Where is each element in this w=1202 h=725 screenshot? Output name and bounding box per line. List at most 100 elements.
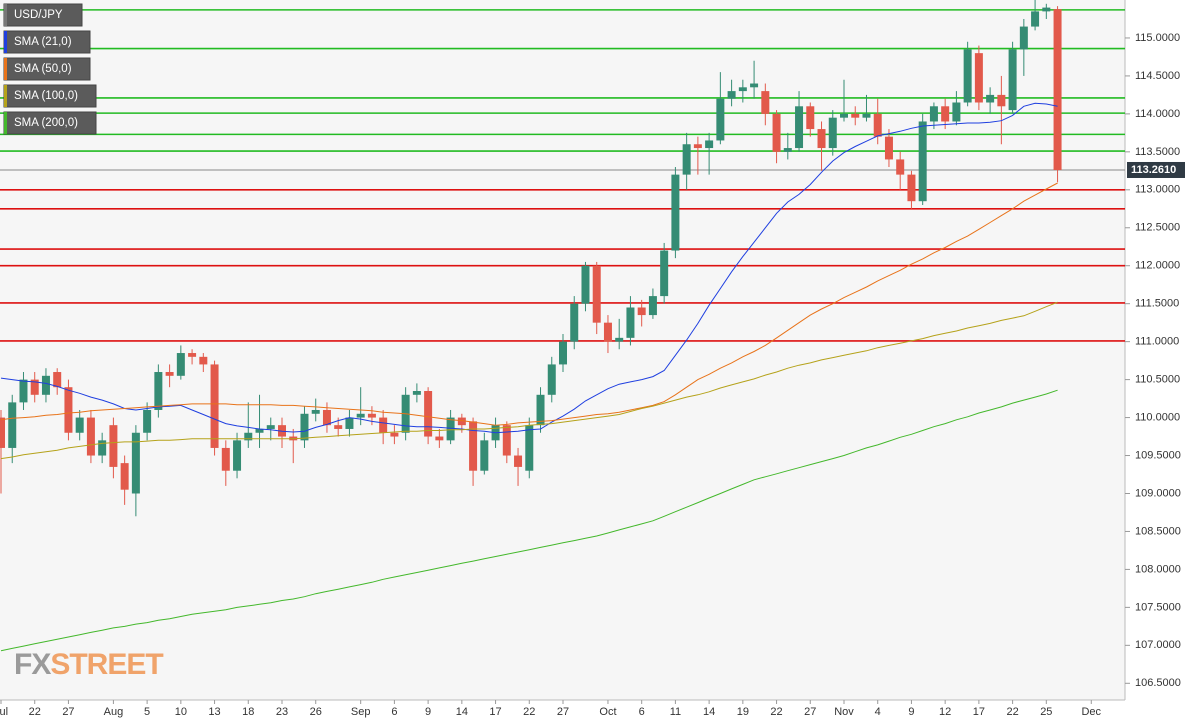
candle-body [626,307,635,338]
candle-body [210,364,219,448]
x-tick-label: 22 [29,706,41,718]
legend-label: SMA (50,0) [14,63,72,75]
candle-body [727,91,736,99]
candle-body [86,417,95,456]
candle-body [840,113,848,118]
x-tick-label: 17 [489,706,501,718]
candle-body [828,117,837,149]
sma-line [0,389,1058,652]
x-tick-label: 6 [391,706,397,718]
sma-line [0,301,1058,460]
candle-body [502,425,511,456]
candle-body [817,129,826,149]
y-tick-label: 114.0000 [1135,108,1180,120]
x-tick-label: 26 [310,706,322,718]
candle-body [199,356,208,365]
candle-body [41,375,50,395]
candle-body [154,372,163,410]
candle-body [1019,26,1028,50]
x-tick-label: 14 [703,706,715,718]
candle-body [424,390,433,437]
candle-body [1031,11,1040,27]
candle-body [64,387,73,433]
legend-swatch [4,4,7,26]
y-tick-label: 107.0000 [1135,639,1181,651]
x-tick-label: 11 [670,706,681,718]
candle-body [53,372,62,388]
candle-body [131,432,140,494]
x-tick-label: 6 [639,706,645,718]
candle-body [379,417,388,433]
y-tick-label: 109.0000 [1135,487,1181,499]
candle-body [266,425,275,429]
y-tick-label: 112.5000 [1135,222,1180,234]
candle-body [570,303,579,342]
y-tick-label: 111.0000 [1135,336,1179,348]
candle-body [390,432,399,437]
y-tick-label: 113.0000 [1135,184,1180,196]
x-tick-label: 27 [557,706,569,718]
legend-swatch [4,85,7,107]
y-tick-label: 114.5000 [1135,70,1180,82]
legend-label: SMA (100,0) [14,90,78,102]
candle-body [322,409,331,426]
legend-swatch [4,58,7,80]
legend-label: SMA (200,0) [14,117,78,129]
y-tick-label: 113.5000 [1135,146,1180,158]
candle-body [873,113,882,137]
candle-body [176,353,185,376]
legend-label: USD/JPY [14,9,63,21]
x-tick-label: Jul [0,706,8,718]
watermark-fx: FX [14,648,51,681]
candle-body [682,144,691,175]
legend-item: USD/JPY [3,3,83,27]
candle-body [806,106,815,130]
candle-body [862,113,871,118]
candle-body [716,98,725,141]
candle-body [671,174,680,251]
x-tick-label: 22 [523,706,535,718]
candle-body [648,296,657,316]
x-tick-label: 22 [1006,706,1018,718]
last-price-tag [1127,161,1185,178]
candle-body [693,144,702,149]
candle-body [345,417,354,429]
candle-body [19,379,28,403]
legend-item: SMA (200,0) [3,111,97,135]
candle-body [188,353,197,357]
candle-body [255,428,264,433]
candle-body [795,106,804,149]
candle-body [143,409,152,433]
candle-body [457,417,466,426]
candle-body [480,440,489,471]
legend-label: SMA (21,0) [14,36,72,48]
candle-body [300,413,309,441]
sma-line [0,102,1058,434]
candle-body [929,106,938,122]
candle-body [660,250,669,297]
candle-body [963,49,972,103]
x-tick-label: Aug [104,706,124,718]
candle-body [221,447,230,471]
candle-body [637,307,646,316]
watermark-street: STREET [50,648,163,681]
y-tick-label: 110.0000 [1135,411,1180,423]
legend-swatch [4,112,7,134]
candle-body [120,463,129,490]
y-tick-label: 108.0000 [1135,563,1181,575]
y-tick-label: 115.0000 [1135,32,1180,44]
candle-body [98,440,107,456]
x-tick-label: 17 [973,706,985,718]
x-tick-label: 9 [908,706,914,718]
candle-body [986,94,995,103]
candle-body [581,265,590,304]
x-tick-label: 25 [1040,706,1052,718]
candle-body [1042,7,1051,12]
candle-body [446,417,455,441]
candle-body [469,421,478,471]
candle-body [918,121,927,202]
candle-body [603,322,612,342]
candle-body [761,91,770,114]
candle-body [952,102,961,122]
candle-body [525,425,534,471]
